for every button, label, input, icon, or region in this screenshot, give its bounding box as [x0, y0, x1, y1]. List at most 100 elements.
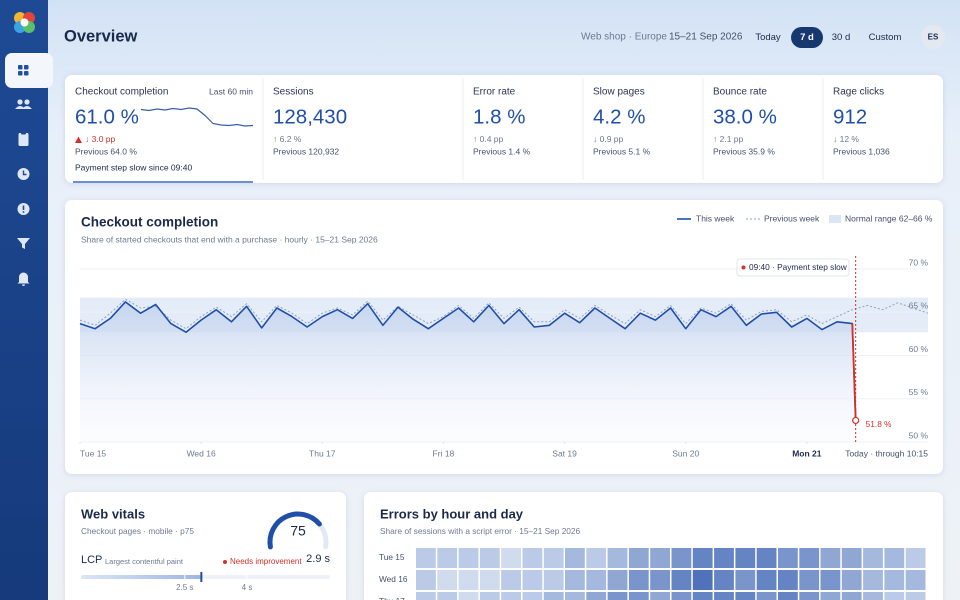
heat-cell[interactable] [841, 592, 862, 600]
heat-cell[interactable] [458, 570, 479, 590]
avatar-initials[interactable]: ES [928, 33, 939, 42]
heat-cell[interactable] [628, 570, 649, 590]
context: Web shop · Europe [581, 32, 667, 43]
heat-cell[interactable] [778, 548, 798, 568]
kpi-label[interactable]: Checkout completion [75, 87, 168, 98]
range-button[interactable]: Today [755, 32, 781, 43]
heat-cell[interactable] [884, 548, 905, 568]
heat-cell[interactable] [522, 592, 543, 600]
heat-cell[interactable] [820, 548, 841, 568]
avatar[interactable] [921, 25, 945, 49]
heat-cell[interactable] [714, 570, 734, 590]
heat-cell[interactable] [607, 570, 628, 590]
heat-cell[interactable] [820, 592, 841, 600]
kpi-label[interactable]: Sessions [273, 87, 314, 98]
heat-cell[interactable] [884, 570, 905, 590]
range-button[interactable]: 7 d [800, 32, 814, 43]
heat-cell[interactable] [841, 570, 862, 590]
heat-cell[interactable] [671, 592, 692, 600]
heat-cell[interactable] [458, 548, 479, 568]
heat-cell[interactable] [799, 570, 820, 590]
nav-item-active[interactable] [5, 53, 53, 88]
heat-cell[interactable] [905, 592, 926, 600]
heat-cell[interactable] [714, 548, 734, 568]
heat-cell[interactable] [501, 548, 521, 568]
range-button[interactable]: 30 d [832, 32, 851, 43]
heat-cell[interactable] [543, 570, 564, 590]
heat-cell[interactable] [416, 570, 436, 590]
heat-cell[interactable] [799, 592, 820, 600]
nav-reports-icon[interactable] [18, 131, 29, 147]
nav-alerts-icon[interactable] [17, 203, 30, 215]
heat-cell[interactable] [735, 548, 756, 568]
heat-cell[interactable] [586, 570, 607, 590]
heat-cell[interactable] [501, 592, 521, 600]
heat-cell[interactable] [565, 570, 585, 590]
heat-cell[interactable] [416, 592, 436, 600]
range-button[interactable]: Custom [869, 32, 902, 43]
heat-cell[interactable] [905, 570, 926, 590]
heat-cell[interactable] [522, 570, 543, 590]
nav-history-icon[interactable] [17, 168, 30, 180]
heat-cell[interactable] [650, 570, 670, 590]
heat-cell[interactable] [799, 548, 820, 568]
heat-cell[interactable] [863, 570, 883, 590]
kpi-label[interactable]: Error rate [473, 87, 516, 98]
annotation-box [736, 258, 850, 277]
heat-cell[interactable] [479, 548, 500, 568]
heat-cell[interactable] [671, 548, 692, 568]
heat-cell[interactable] [692, 570, 713, 590]
heat-cell[interactable] [458, 592, 479, 600]
heat-cell[interactable] [543, 548, 564, 568]
heat-cell[interactable] [522, 548, 543, 568]
nav-users-icon[interactable] [15, 99, 32, 109]
heat-cell[interactable] [586, 548, 607, 568]
heat-cell[interactable] [692, 592, 713, 600]
kpi-label[interactable]: Slow pages [593, 87, 645, 98]
range-active[interactable] [791, 27, 823, 48]
heat-cell[interactable] [841, 548, 862, 568]
heat-cell[interactable] [905, 548, 926, 568]
heat-cell[interactable] [628, 548, 649, 568]
heat-cell[interactable] [607, 548, 628, 568]
kpi-value: 4.2 % [593, 105, 645, 128]
heat-cell[interactable] [884, 592, 905, 600]
heat-cell[interactable] [437, 548, 458, 568]
heat-cell[interactable] [863, 592, 883, 600]
annotation-label: 09:40 · Payment step slow [749, 262, 848, 272]
kpi-label[interactable]: Rage clicks [833, 87, 884, 98]
heat-cell[interactable] [543, 592, 564, 600]
heat-cell[interactable] [565, 548, 585, 568]
heat-cell[interactable] [863, 548, 883, 568]
heat-cell[interactable] [479, 570, 500, 590]
drop-segment [851, 323, 857, 421]
heat-cell[interactable] [650, 548, 670, 568]
heat-cell[interactable] [820, 570, 841, 590]
heat-cell[interactable] [607, 592, 628, 600]
nav-filter-icon[interactable] [17, 238, 30, 249]
heat-cell[interactable] [479, 592, 500, 600]
heat-cell[interactable] [437, 570, 458, 590]
heat-cell[interactable] [778, 570, 798, 590]
heat-cell[interactable] [756, 548, 777, 568]
heat-cell[interactable] [714, 592, 734, 600]
heat-cell[interactable] [756, 592, 777, 600]
heat-cell[interactable] [756, 570, 777, 590]
heat-cell[interactable] [416, 548, 436, 568]
heat-cell[interactable] [586, 592, 607, 600]
chart-subtitle: Share of started checkouts that end with… [81, 234, 378, 244]
heat-cell[interactable] [565, 592, 585, 600]
heat-cell[interactable] [501, 570, 521, 590]
heat-cell[interactable] [437, 592, 458, 600]
heat-cell[interactable] [778, 592, 798, 600]
heat-cell[interactable] [692, 548, 713, 568]
heat-cell[interactable] [735, 570, 756, 590]
heat-cell[interactable] [650, 592, 670, 600]
heat-cell[interactable] [628, 592, 649, 600]
nav-notifications-icon[interactable] [17, 272, 30, 287]
kpi-previous: Previous 64.0 % [75, 146, 137, 156]
line [79, 298, 929, 330]
kpi-label[interactable]: Bounce rate [713, 87, 767, 98]
heat-cell[interactable] [735, 592, 756, 600]
heat-cell[interactable] [671, 570, 692, 590]
